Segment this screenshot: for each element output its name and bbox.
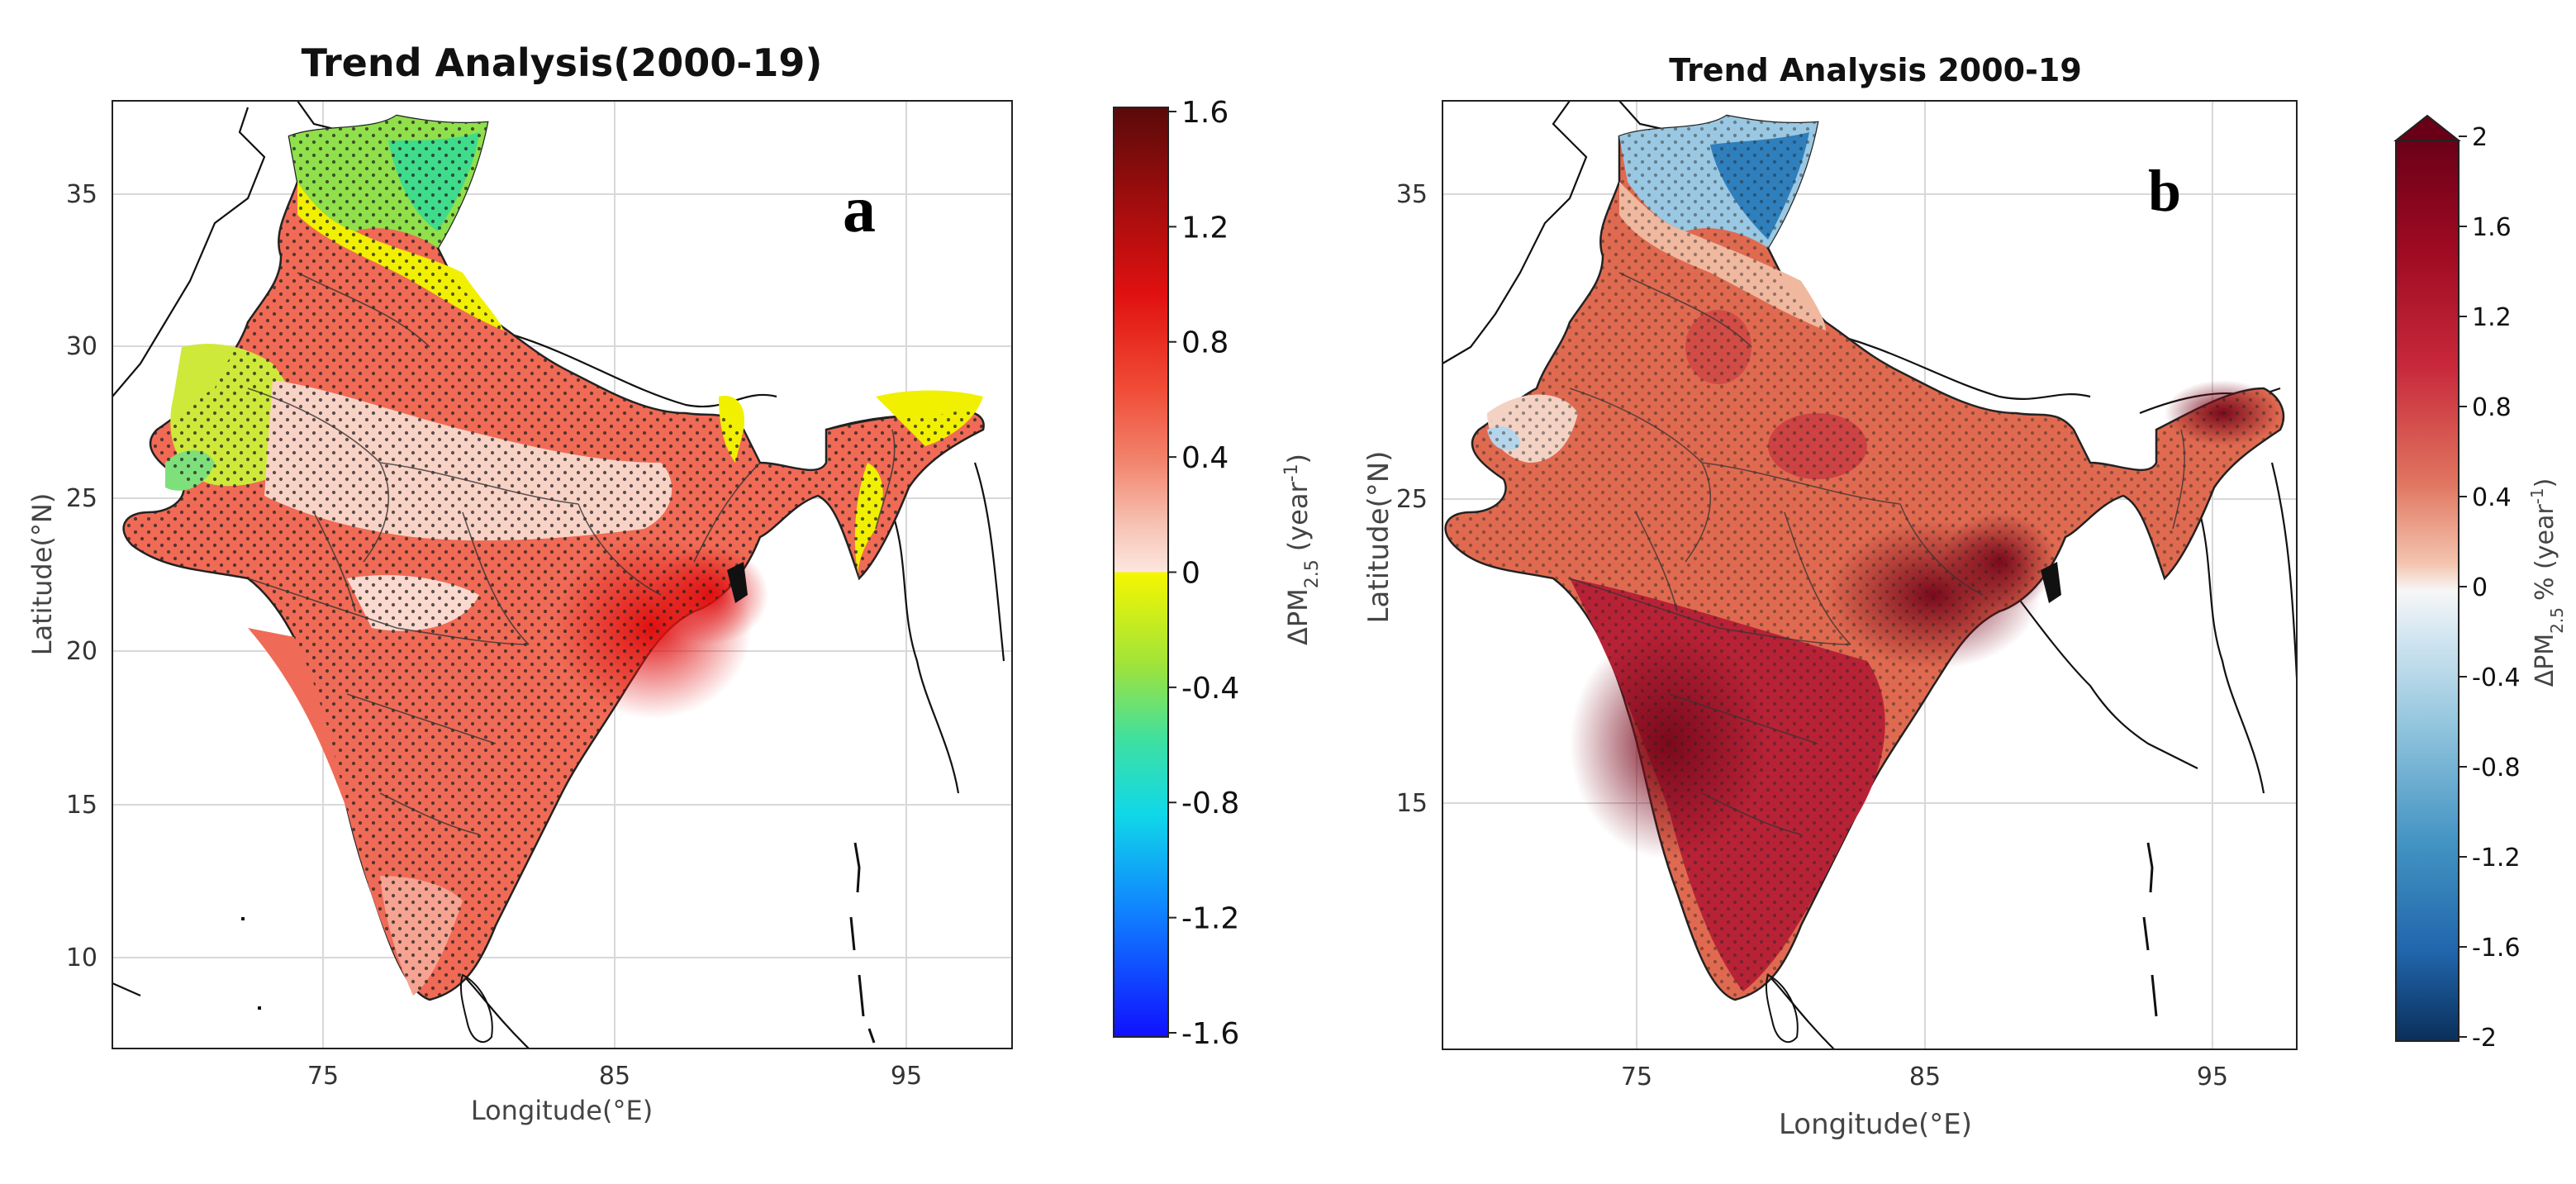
panel-b-colorbar-gradient — [2395, 140, 2460, 1042]
panel-b-colorbar-tick-label: -2 — [2472, 1024, 2497, 1053]
panel-a-y-ticks: 35 30 25 20 15 10 — [66, 180, 97, 972]
panel-a-ytick: 30 — [66, 332, 97, 361]
panel-a-colorbar-tick-label: 1.6 — [1181, 96, 1229, 130]
panel-b-colorbar-overflow-arrow — [2393, 114, 2461, 141]
panel-b-colorbar-tick-label: -0.4 — [2472, 663, 2521, 692]
panel-a-colorbar-tick-label: -0.8 — [1181, 787, 1239, 820]
panel-b: Trend Analysis 2000-19 — [1362, 52, 2567, 1141]
panel-b-ylabel: Latitude(°N) — [1362, 451, 1395, 624]
panel-a-colorbar: 1.6 1.2 0.8 0.4 0 -0.4 -0.8 -1.2 -1.6 ΔPM2.5(yea… — [1113, 96, 1323, 1051]
panel-a-xtick: 85 — [599, 1062, 630, 1091]
panel-b-xtick: 75 — [1621, 1063, 1652, 1091]
panel-a: Trend Analysis(2000-19) — [26, 40, 1323, 1126]
panel-b-x-ticks: 75 85 95 — [1621, 1063, 2228, 1091]
panel-b-colorbar-tick-label: 1.6 — [2472, 213, 2512, 242]
panel-a-frame — [112, 100, 1013, 1049]
panel-b-ytick: 25 — [1396, 485, 1428, 514]
panel-b-colorbar-tick-label: -1.6 — [2472, 934, 2521, 963]
panel-a-colorbar-tick-label: 0 — [1181, 556, 1200, 590]
panel-a-colorbar-tick-label: -1.2 — [1181, 902, 1239, 936]
panel-b-y-ticks: 35 25 15 — [1396, 180, 1428, 818]
panel-b-colorbar-tick-label: 0.8 — [2472, 393, 2512, 422]
panel-a-colorbar-tick-label: -0.4 — [1181, 672, 1239, 706]
panel-a-colorbar-tick-label: -1.6 — [1181, 1017, 1239, 1051]
panel-b-xtick: 95 — [2197, 1063, 2228, 1091]
panel-a-colorbar-tick-label: 0.4 — [1181, 441, 1229, 475]
panel-a-title: Trend Analysis(2000-19) — [302, 40, 823, 85]
panel-b-ytick: 35 — [1396, 180, 1428, 209]
panel-b-colorbar-tick-label: 0.4 — [2472, 483, 2512, 512]
panel-a-letter: a — [843, 174, 876, 246]
panel-a-ytick: 20 — [66, 637, 97, 666]
panel-a-colorbar-tick-label: 1.2 — [1181, 211, 1229, 245]
panel-b-title: Trend Analysis 2000-19 — [1669, 52, 2082, 88]
panel-a-ytick: 15 — [66, 791, 97, 820]
panel-a-ytick: 35 — [66, 180, 97, 209]
panel-a-ytick: 25 — [66, 484, 97, 513]
panel-a-xlabel: Longitude(°E) — [471, 1095, 653, 1126]
panel-b-colorbar-tick-label: -1.2 — [2472, 844, 2521, 873]
panel-b-map — [1444, 114, 2285, 1001]
panel-b-islands — [1765, 842, 2158, 1043]
panel-a-xtick: 95 — [891, 1062, 922, 1091]
panel-b-xlabel: Longitude(°E) — [1779, 1108, 1972, 1141]
panel-b-colorbar: 2 1.6 1.2 0.8 0.4 0 -0.4 -0.8 -1.2 -1.6 -2 ΔPM2.5%… — [2393, 114, 2567, 1053]
panel-a-xtick: 75 — [307, 1062, 339, 1091]
panel-b-frame — [1442, 100, 2298, 1050]
panel-b-colorbar-label: ΔPM2.5% (year-1) — [2527, 478, 2567, 687]
panel-a-colorbar-label: ΔPM2.5(year-1) — [1281, 454, 1323, 645]
panel-a-ytick: 10 — [66, 944, 97, 972]
panel-a-islands — [241, 842, 876, 1044]
panel-b-colorbar-tick-label: 2 — [2472, 123, 2488, 152]
panel-b-colorbar-tick-label: -0.8 — [2472, 754, 2521, 782]
panel-a-colorbar-tick-label: 0.8 — [1181, 326, 1229, 360]
panel-a-ylabel: Latitude(°N) — [26, 493, 58, 656]
panel-a-colorbar-gradient — [1113, 107, 1169, 1038]
panel-a-x-ticks: 75 85 95 — [307, 1062, 922, 1091]
panel-a-map — [122, 114, 985, 1001]
panel-b-xtick: 85 — [1909, 1063, 1941, 1091]
panel-b-colorbar-tick-label: 0 — [2472, 573, 2488, 602]
panel-b-letter: b — [2148, 158, 2181, 224]
panel-b-neighbor-borders — [1442, 100, 2298, 1050]
panel-b-ytick: 15 — [1396, 789, 1428, 818]
panel-b-colorbar-tick-label: 1.2 — [2472, 303, 2512, 332]
